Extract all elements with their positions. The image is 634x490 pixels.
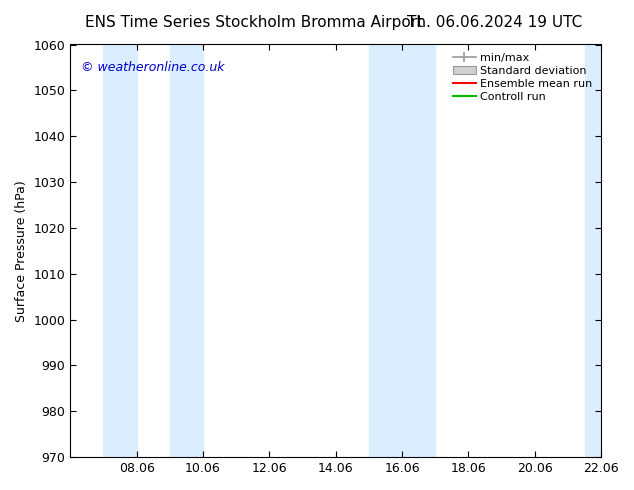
Bar (585, 45, 601, 457)
Text: Th. 06.06.2024 19 UTC: Th. 06.06.2024 19 UTC (407, 15, 582, 30)
Text: ENS Time Series Stockholm Bromma Airport: ENS Time Series Stockholm Bromma Airport (84, 15, 423, 30)
Bar (103, 45, 137, 457)
Bar (369, 45, 436, 457)
Bar (170, 45, 203, 457)
Legend: min/max, Standard deviation, Ensemble mean run, Controll run: min/max, Standard deviation, Ensemble me… (450, 50, 595, 105)
Y-axis label: Surface Pressure (hPa): Surface Pressure (hPa) (15, 180, 28, 322)
Text: © weatheronline.co.uk: © weatheronline.co.uk (81, 61, 224, 74)
